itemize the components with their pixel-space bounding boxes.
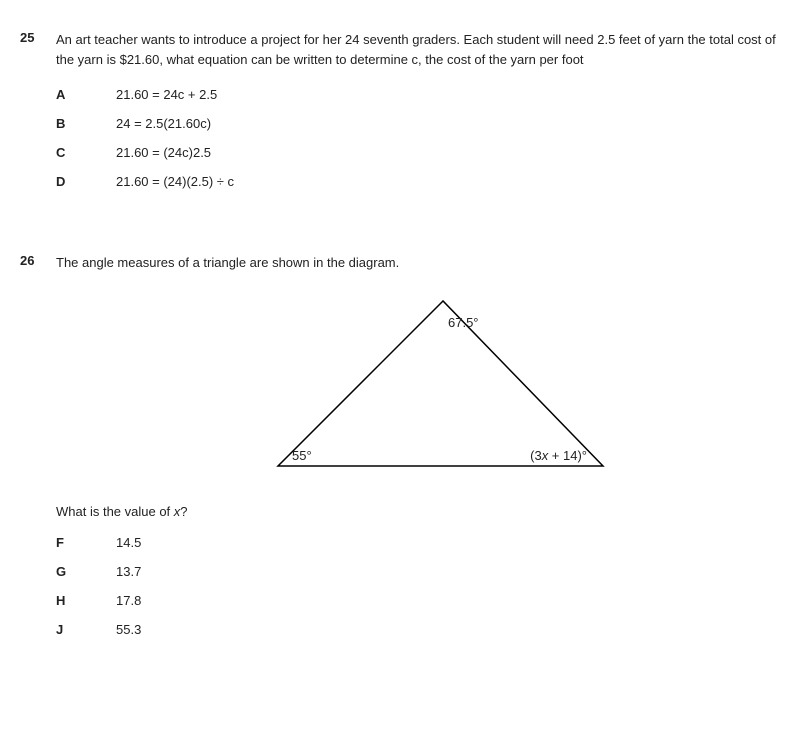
option-row: J 55.3	[56, 622, 780, 637]
triangle-diagram: 67.5° 55° (3x + 14)°	[56, 291, 780, 476]
options: A 21.60 = 24c + 2.5 B 24 = 2.5(21.60c) C…	[56, 87, 780, 189]
option-row: F 14.5	[56, 535, 780, 550]
option-row: G 13.7	[56, 564, 780, 579]
question-number: 26	[20, 253, 56, 651]
question-body: An art teacher wants to introduce a proj…	[56, 30, 780, 203]
question-body: The angle measures of a triangle are sho…	[56, 253, 780, 651]
subprompt-text: What is the value of	[56, 504, 174, 519]
option-letter: A	[56, 87, 116, 102]
option-row: H 17.8	[56, 593, 780, 608]
option-text: 13.7	[116, 564, 780, 579]
option-row: B 24 = 2.5(21.60c)	[56, 116, 780, 131]
option-letter: J	[56, 622, 116, 637]
option-letter: B	[56, 116, 116, 131]
option-row: D 21.60 = (24)(2.5) ÷ c	[56, 174, 780, 189]
option-text: 14.5	[116, 535, 780, 550]
option-row: C 21.60 = (24c)2.5	[56, 145, 780, 160]
question-stem: The angle measures of a triangle are sho…	[56, 253, 780, 273]
triangle-svg: 67.5° 55° (3x + 14)°	[223, 291, 613, 476]
option-row: A 21.60 = 24c + 2.5	[56, 87, 780, 102]
subprompt-text: ?	[180, 504, 187, 519]
options: F 14.5 G 13.7 H 17.8 J 55.3	[56, 535, 780, 637]
option-text: 55.3	[116, 622, 780, 637]
option-letter: H	[56, 593, 116, 608]
svg-text:67.5°: 67.5°	[448, 315, 479, 330]
subprompt: What is the value of x?	[56, 504, 780, 519]
option-text: 24 = 2.5(21.60c)	[116, 116, 780, 131]
question-number: 25	[20, 30, 56, 203]
svg-text:55°: 55°	[292, 448, 312, 463]
option-text: 21.60 = (24)(2.5) ÷ c	[116, 174, 780, 189]
option-letter: C	[56, 145, 116, 160]
svg-text:(3x + 14)°: (3x + 14)°	[530, 448, 587, 463]
option-text: 17.8	[116, 593, 780, 608]
option-text: 21.60 = (24c)2.5	[116, 145, 780, 160]
question-25: 25 An art teacher wants to introduce a p…	[20, 30, 780, 203]
option-text: 21.60 = 24c + 2.5	[116, 87, 780, 102]
option-letter: G	[56, 564, 116, 579]
question-stem: An art teacher wants to introduce a proj…	[56, 30, 780, 69]
question-26: 26 The angle measures of a triangle are …	[20, 253, 780, 651]
option-letter: D	[56, 174, 116, 189]
option-letter: F	[56, 535, 116, 550]
